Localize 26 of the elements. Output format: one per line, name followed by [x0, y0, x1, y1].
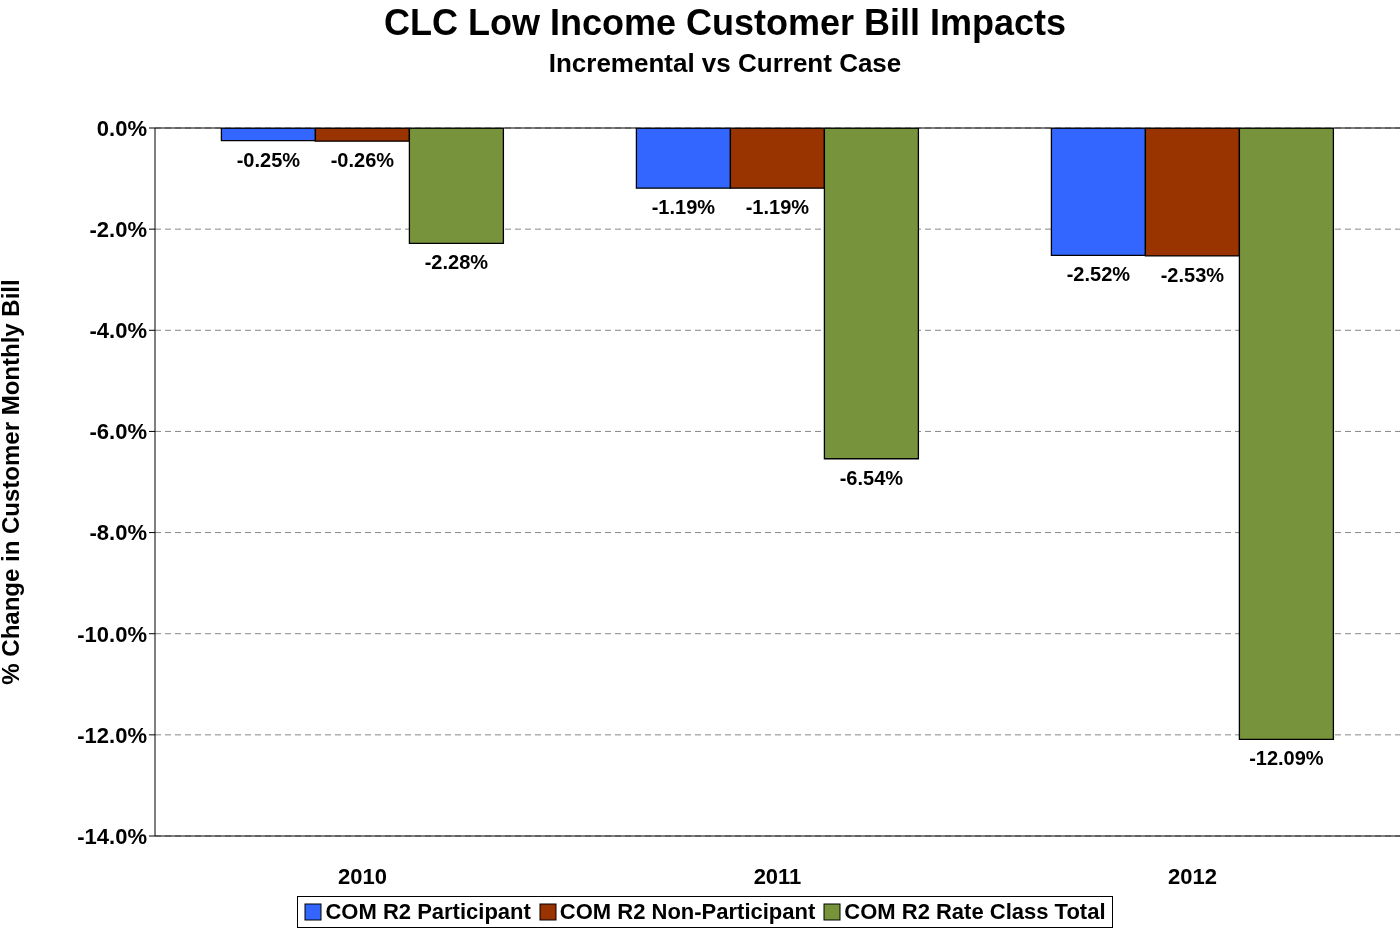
data-label: -1.19% [651, 196, 716, 219]
y-tick-label: 0.0% [96, 115, 147, 141]
data-label: -2.28% [424, 251, 489, 274]
x-tick-label: 2010 [338, 863, 387, 889]
y-tick-label: -2.0% [89, 216, 147, 242]
x-tick-label: 2012 [1168, 863, 1217, 889]
data-label: -1.19% [745, 196, 810, 219]
legend-label: COM R2 Rate Class Total [843, 899, 1106, 925]
y-tick-label: -4.0% [89, 318, 147, 344]
legend-label: COM R2 Participant [324, 899, 531, 925]
y-tick-label: -6.0% [89, 419, 147, 445]
y-tick-label: -10.0% [77, 621, 147, 647]
y-tick-label: -8.0% [89, 520, 147, 546]
data-label: -2.52% [1066, 263, 1131, 286]
data-label: -12.09% [1249, 747, 1324, 770]
legend-label: COM R2 Non-Participant [558, 899, 816, 925]
y-tick-label: -12.0% [77, 722, 147, 748]
y-tick-label: -14.0% [77, 823, 147, 849]
x-tick-label: 2011 [753, 863, 802, 889]
data-label: -6.54% [839, 466, 904, 489]
chart-title: CLC Low Income Customer Bill Impacts [382, 2, 1068, 44]
chart-subtitle: Incremental vs Current Case [547, 48, 903, 79]
data-label: -0.26% [330, 149, 395, 172]
y-axis-title: % Change in Customer Monthly Bill [0, 279, 24, 685]
data-label: -2.53% [1160, 263, 1225, 286]
data-label: -0.25% [236, 148, 301, 171]
